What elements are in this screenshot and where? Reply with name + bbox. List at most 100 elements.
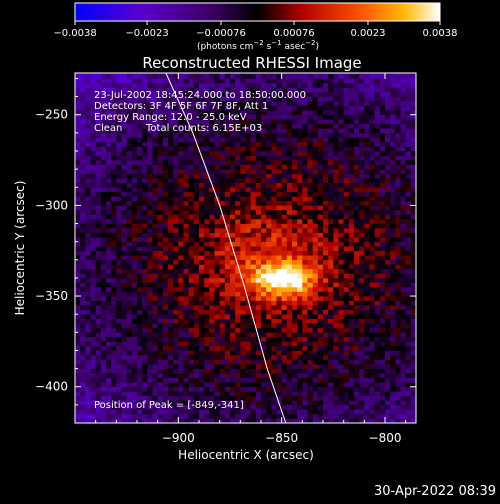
heatmap-cell [153,305,158,310]
heatmap-cell [302,378,307,383]
heatmap-cell [339,264,344,269]
heatmap-cell [401,151,406,156]
heatmap-cell [142,174,147,179]
heatmap-cell [313,246,318,251]
heatmap-cell [292,237,297,242]
heatmap-cell [220,296,225,301]
heatmap-cell [354,83,359,88]
heatmap-cell [313,396,318,401]
heatmap-cell [287,405,292,410]
heatmap-cell [101,246,106,251]
heatmap-cell [85,174,90,179]
heatmap-cell [168,319,173,324]
heatmap-cell [127,183,132,188]
heatmap-cell [184,160,189,165]
heatmap-cell [333,246,338,251]
heatmap-cell [189,255,194,260]
heatmap-cell [153,387,158,392]
heatmap-cell [178,246,183,251]
heatmap-cell [349,106,354,111]
heatmap-cell [313,332,318,337]
heatmap-cell [147,201,152,206]
heatmap-cell [246,310,251,315]
heatmap-cell [163,355,168,360]
heatmap-cell [80,323,85,328]
heatmap-cell [230,187,235,192]
heatmap-cell [235,210,240,215]
heatmap-cell [256,156,261,161]
heatmap-cell [375,369,380,374]
heatmap-cell [339,382,344,387]
heatmap-cell [282,214,287,219]
heatmap-cell [230,224,235,229]
heatmap-cell [318,101,323,106]
heatmap-cell [359,97,364,102]
heatmap-cell [246,314,251,319]
heatmap-cell [127,314,132,319]
heatmap-cell [215,146,220,151]
heatmap-cell [194,346,199,351]
heatmap-cell [375,124,380,129]
heatmap-cell [282,106,287,111]
heatmap-cell [178,273,183,278]
heatmap-cell [333,251,338,256]
heatmap-cell [333,255,338,260]
heatmap-cell [308,292,313,297]
heatmap-cell [240,137,245,142]
heatmap-cell [153,178,158,183]
heatmap-cell [354,282,359,287]
heatmap-cell [266,282,271,287]
heatmap-cell [158,196,163,201]
heatmap-cell [173,346,178,351]
heatmap-cell [178,156,183,161]
heatmap-cell [173,228,178,233]
heatmap-cell [271,360,276,365]
heatmap-cell [364,378,369,383]
heatmap-cell [91,314,96,319]
heatmap-cell [75,228,80,233]
heatmap-cell [137,287,142,292]
heatmap-cell [116,219,121,224]
heatmap-cell [339,237,344,242]
heatmap-cell [189,301,194,306]
heatmap-cell [178,242,183,247]
heatmap-cell [220,83,225,88]
heatmap-cell [251,237,256,242]
heatmap-cell [261,282,266,287]
heatmap-cell [132,364,137,369]
heatmap-cell [261,305,266,310]
heatmap-cell [375,396,380,401]
heatmap-cell [220,151,225,156]
heatmap-cell [297,187,302,192]
heatmap-cell [344,92,349,97]
heatmap-cell [101,224,106,229]
heatmap-cell [225,151,230,156]
heatmap-cell [153,192,158,197]
heatmap-cell [209,391,214,396]
heatmap-cell [111,378,116,383]
heatmap-cell [344,400,349,405]
heatmap-cell [204,287,209,292]
heatmap-cell [375,391,380,396]
heatmap-cell [277,74,282,79]
heatmap-cell [184,142,189,147]
heatmap-cell [75,106,80,111]
heatmap-cell [91,323,96,328]
heatmap-cell [339,210,344,215]
heatmap-cell [127,165,132,170]
heatmap-cell [240,305,245,310]
heatmap-cell [240,201,245,206]
heatmap-cell [375,119,380,124]
heatmap-cell [194,246,199,251]
heatmap-cell [173,201,178,206]
heatmap-cell [302,242,307,247]
heatmap-cell [375,128,380,133]
heatmap-cell [380,319,385,324]
heatmap-cell [380,405,385,410]
heatmap-cell [282,260,287,265]
heatmap-cell [173,160,178,165]
heatmap-cell [220,278,225,283]
heatmap-cell [359,414,364,419]
heatmap-cell [220,387,225,392]
